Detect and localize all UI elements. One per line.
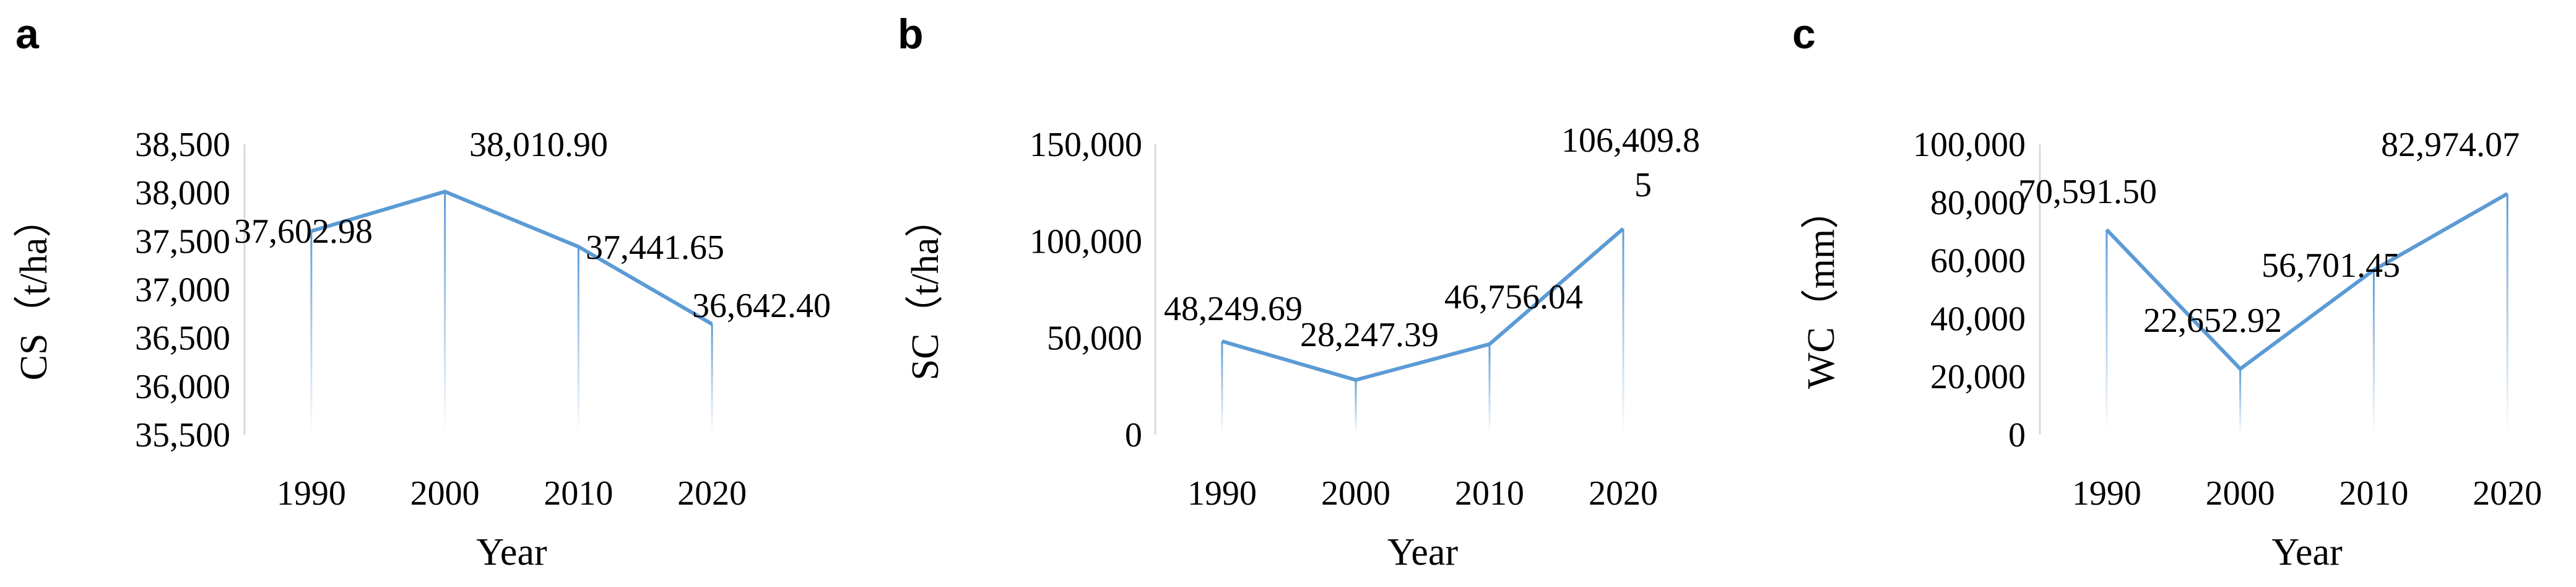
data-label: 28,247.39 — [1300, 316, 1439, 354]
y-axis-title: CS（t/ha） — [13, 199, 55, 381]
data-label: 56,701.45 — [2262, 246, 2400, 285]
data-label: 48,249.69 — [1164, 290, 1303, 328]
data-label: 106,409.8 5 — [1561, 121, 1700, 204]
series-line — [311, 189, 713, 326]
data-label: 38,010.90 — [469, 126, 608, 164]
panel-a: a 35,500 36,000 36,500 37,000 37,500 38,000 38,… — [13, 11, 831, 573]
y-tick-label: 35,500 — [135, 416, 230, 454]
drop-line — [444, 191, 446, 435]
y-tick-label: 80,000 — [1930, 184, 2026, 222]
panel-label: a — [15, 11, 40, 58]
drop-line — [577, 246, 579, 435]
x-tick-label: 2010 — [2339, 474, 2408, 513]
y-axis-title: WC（mm） — [1800, 191, 1842, 389]
data-label: 22,652.92 — [2143, 302, 2282, 340]
data-label: 37,441.65 — [586, 228, 724, 267]
y-tick-label: 100,000 — [1913, 126, 2026, 164]
panel-label: c — [1792, 11, 1816, 58]
y-tick-label: 38,500 — [135, 126, 230, 164]
y-tick-label: 37,500 — [135, 222, 230, 261]
panel-b: b 0 50,000 100,000 150,000 1990 2000 2010 2020 48… — [898, 11, 1700, 573]
y-tick-label: 150,000 — [1030, 126, 1142, 164]
drop-line — [1488, 344, 1491, 435]
y-tick-label: 36,000 — [135, 368, 230, 406]
x-tick-label: 2010 — [1455, 474, 1524, 513]
x-tick-label: 1990 — [1187, 474, 1257, 513]
y-tick-label: 0 — [1125, 416, 1142, 454]
y-tick-label: 20,000 — [1930, 358, 2026, 396]
y-axis-title: SC（t/ha） — [904, 199, 947, 381]
drop-line — [2105, 229, 2108, 435]
drop-line — [2506, 193, 2509, 435]
y-tick-label: 0 — [2008, 416, 2026, 454]
x-tick-label: 2020 — [1589, 474, 1658, 513]
panel-label: b — [898, 11, 924, 58]
y-tick-label: 37,000 — [135, 271, 230, 310]
data-label: 36,642.40 — [692, 287, 831, 325]
drop-line — [2239, 368, 2242, 435]
drop-line — [2372, 270, 2375, 435]
x-tick-label: 2000 — [410, 474, 480, 513]
x-axis-title: Year — [2271, 531, 2343, 573]
series-line — [1221, 227, 1624, 382]
drop-line — [1622, 228, 1624, 435]
x-tick-label: 2000 — [2206, 474, 2275, 513]
drop-line — [711, 324, 713, 435]
x-tick-label: 1990 — [2072, 474, 2141, 513]
x-tick-label: 2020 — [2473, 474, 2542, 513]
y-tick-label: 40,000 — [1930, 300, 2026, 338]
y-tick-label: 38,000 — [135, 174, 230, 212]
drop-line — [1221, 341, 1223, 435]
drop-line — [310, 231, 313, 435]
y-tick-label: 100,000 — [1030, 222, 1142, 261]
y-tick-label: 50,000 — [1047, 320, 1142, 358]
y-tick-label: 36,500 — [135, 320, 230, 358]
data-label: 70,591.50 — [2018, 173, 2157, 211]
y-tick-label: 60,000 — [1930, 242, 2026, 280]
data-label: 37,602.98 — [234, 212, 373, 251]
x-tick-label: 2000 — [1321, 474, 1390, 513]
x-tick-label: 1990 — [277, 474, 346, 513]
x-tick-label: 2010 — [544, 474, 613, 513]
x-tick-label: 2020 — [677, 474, 747, 513]
series-line — [2105, 192, 2509, 372]
data-label: 82,974.07 — [2381, 126, 2520, 164]
drop-line — [1355, 380, 1357, 435]
x-axis-title: Year — [476, 531, 547, 573]
data-label: 46,756.04 — [1444, 278, 1583, 316]
panel-c: c 0 20,000 40,000 60,000 80,000 100,000 1990 200… — [1792, 11, 2542, 573]
x-axis-title: Year — [1387, 531, 1459, 573]
